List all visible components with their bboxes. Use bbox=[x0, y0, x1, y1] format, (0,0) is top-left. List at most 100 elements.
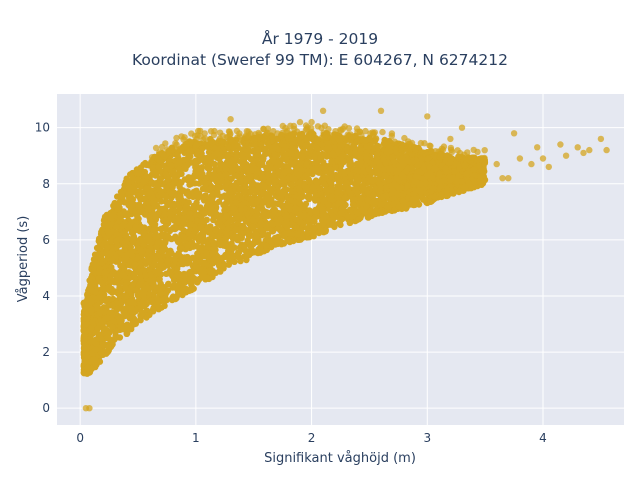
scatter-point bbox=[190, 204, 198, 212]
scatter-point bbox=[383, 149, 390, 156]
scatter-point bbox=[188, 233, 195, 240]
scatter-point bbox=[408, 164, 415, 171]
scatter-point bbox=[164, 257, 171, 264]
scatter-point bbox=[131, 270, 138, 277]
scatter-point bbox=[249, 223, 257, 230]
scatter-point bbox=[121, 306, 129, 313]
scatter-point bbox=[157, 176, 164, 183]
scatter-point bbox=[312, 191, 319, 199]
scatter-point bbox=[293, 153, 300, 160]
scatter-point bbox=[263, 242, 270, 250]
scatter-point bbox=[436, 170, 443, 177]
scatter-point bbox=[220, 201, 227, 209]
scatter-point bbox=[192, 159, 199, 167]
scatter-point bbox=[247, 172, 254, 180]
scatter-point bbox=[387, 165, 394, 172]
scatter-point bbox=[129, 281, 137, 288]
scatter-point bbox=[254, 248, 262, 255]
scatter-point bbox=[201, 210, 208, 217]
scatter-point bbox=[398, 155, 406, 162]
scatter-point bbox=[209, 190, 216, 198]
scatter-point bbox=[174, 283, 181, 291]
chart-title-line-1: År 1979 - 2019 bbox=[261, 30, 379, 48]
scatter-point bbox=[293, 224, 300, 231]
scatter-point bbox=[174, 265, 181, 273]
scatter-point bbox=[215, 232, 222, 239]
scatter-point bbox=[143, 185, 150, 192]
scatter-point bbox=[156, 285, 163, 292]
scatter-point bbox=[290, 237, 297, 245]
scatter-point bbox=[229, 165, 236, 172]
scatter-point bbox=[232, 233, 239, 240]
scatter-point bbox=[287, 159, 294, 166]
scatter-point bbox=[169, 296, 176, 304]
scatter-point bbox=[278, 239, 285, 246]
scatter-point bbox=[335, 200, 342, 207]
scatter-point bbox=[364, 196, 371, 203]
scatter-point bbox=[148, 180, 155, 187]
scatter-point bbox=[378, 209, 386, 216]
scatter-point bbox=[415, 161, 423, 168]
scatter-point bbox=[380, 166, 387, 173]
scatter-point bbox=[202, 181, 209, 188]
scatter-point bbox=[229, 194, 236, 201]
scatter-point bbox=[147, 217, 154, 225]
scatter-point bbox=[328, 158, 335, 165]
scatter-point bbox=[359, 168, 366, 175]
scatter-point bbox=[101, 213, 109, 221]
scatter-point bbox=[281, 169, 288, 176]
scatter-point bbox=[117, 249, 125, 256]
scatter-point bbox=[313, 144, 320, 152]
scatter-point bbox=[93, 260, 100, 267]
scatter-point bbox=[265, 178, 272, 186]
scatter-point bbox=[95, 237, 103, 245]
scatter-point bbox=[210, 239, 217, 246]
scatter-point bbox=[151, 256, 159, 264]
scatter-point bbox=[127, 243, 134, 251]
scatter-point bbox=[237, 257, 244, 265]
scatter-point bbox=[109, 302, 116, 309]
scatter-point bbox=[158, 198, 165, 205]
scatter-point bbox=[176, 290, 183, 297]
scatter-point bbox=[215, 184, 222, 191]
scatter-point bbox=[335, 177, 342, 185]
scatter-point bbox=[311, 214, 319, 221]
scatter-point bbox=[242, 218, 250, 225]
scatter-point bbox=[172, 252, 179, 259]
scatter-point bbox=[417, 188, 425, 196]
scatter-point bbox=[220, 254, 227, 261]
scatter-point bbox=[216, 172, 224, 180]
scatter-point bbox=[363, 155, 370, 162]
scatter-point bbox=[94, 302, 101, 310]
scatter-point bbox=[235, 165, 242, 172]
scatter-point bbox=[106, 336, 114, 343]
scatter-point bbox=[280, 231, 287, 238]
scatter-point bbox=[90, 268, 98, 276]
scatter-point bbox=[283, 224, 291, 231]
scatter-point bbox=[280, 177, 287, 184]
scatter-point bbox=[334, 172, 341, 179]
scatter-point bbox=[181, 206, 189, 213]
scatter-point bbox=[334, 189, 341, 196]
scatter-point bbox=[197, 259, 205, 266]
scatter-point bbox=[199, 238, 207, 245]
scatter-point bbox=[146, 290, 154, 297]
scatter-point bbox=[370, 198, 378, 205]
scatter-point bbox=[157, 225, 165, 233]
scatter-point bbox=[236, 185, 244, 192]
scatter-point bbox=[226, 158, 233, 165]
scatter-point bbox=[154, 182, 161, 189]
scatter-point bbox=[172, 225, 179, 232]
scatter-point bbox=[248, 249, 255, 257]
scatter-point bbox=[101, 325, 109, 332]
scatter-point bbox=[365, 166, 372, 173]
scatter-point bbox=[189, 274, 197, 281]
scatter-point bbox=[116, 216, 124, 223]
scatter-point bbox=[102, 269, 109, 276]
scatter-point bbox=[109, 311, 116, 318]
scatter-point bbox=[233, 172, 240, 180]
scatter-point bbox=[323, 213, 330, 220]
scatter-point bbox=[443, 187, 450, 194]
scatter-point bbox=[235, 250, 242, 257]
scatter-point bbox=[171, 207, 179, 215]
